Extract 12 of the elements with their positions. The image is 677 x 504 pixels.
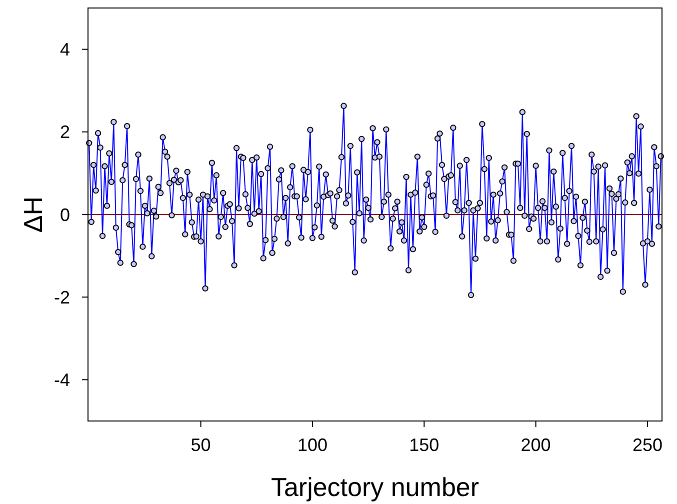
x-tick-label: 100: [297, 435, 328, 455]
y-tick-label: 4: [60, 40, 70, 60]
x-axis-title: Tarjectory number: [270, 472, 480, 502]
y-axis-title: ΔH: [18, 196, 48, 233]
y-tick-label: 2: [60, 122, 70, 142]
y-tick-label: -4: [54, 370, 70, 390]
y-tick-label: -2: [54, 287, 70, 308]
y-tick-label: 0: [60, 204, 70, 225]
x-tick-label: 50: [190, 435, 211, 455]
x-tick-label: 200: [520, 435, 551, 455]
x-tick-label: 150: [409, 435, 440, 455]
x-tick-label: 250: [632, 435, 663, 455]
